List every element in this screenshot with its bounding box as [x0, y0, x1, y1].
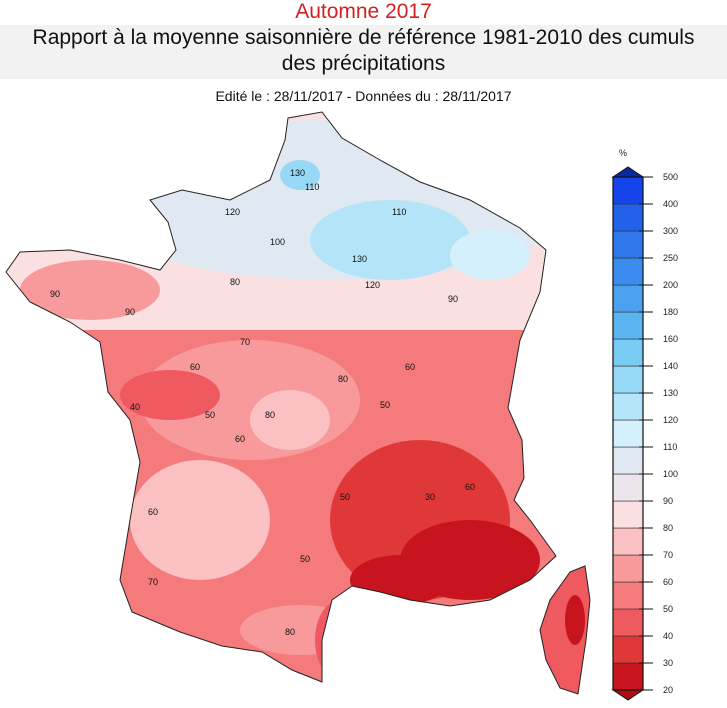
edit-date-line: Edité le : 28/11/2017 - Données du : 28/… [215, 88, 512, 104]
contour-label: 120 [365, 280, 380, 290]
contour-label: 100 [270, 237, 285, 247]
legend-tick-label: 160 [663, 334, 678, 344]
legend-band [612, 608, 644, 637]
legend-band [612, 527, 644, 556]
contour-label: 80 [265, 410, 275, 420]
legend-frame [612, 176, 644, 691]
legend-tick-label: 200 [663, 280, 678, 290]
legend-tick-label: 30 [663, 658, 673, 668]
contour-label: 60 [405, 362, 415, 372]
contour-label: 40 [130, 402, 140, 412]
legend-band [612, 635, 644, 664]
legend-tick-label: 180 [663, 307, 678, 317]
legend-band [612, 338, 644, 367]
contour-label: 130 [290, 168, 305, 178]
contour-label: 80 [285, 627, 295, 637]
legend-band [612, 311, 644, 340]
legend-tick-label: 100 [663, 469, 678, 479]
contour-label: 70 [148, 577, 158, 587]
legend-unit: % [619, 148, 627, 158]
legend-band [612, 365, 644, 394]
legend-band [612, 392, 644, 421]
legend-band [612, 554, 644, 583]
legend-tick-label: 130 [663, 388, 678, 398]
legend-arrow-low [611, 689, 645, 701]
legend-tick-label: 90 [663, 496, 673, 506]
legend-tick-label: 50 [663, 604, 673, 614]
legend-tick-label: 110 [663, 442, 677, 452]
legend-band [612, 581, 644, 610]
contour-label: 70 [240, 337, 250, 347]
legend-band [612, 284, 644, 313]
contour-labels: 130 110 120 100 130 120 110 90 80 90 90 … [50, 168, 475, 637]
contour-label: 90 [448, 294, 458, 304]
legend-tick-label: 70 [663, 550, 673, 560]
contour-label: 90 [50, 289, 60, 299]
contour-label: 60 [148, 507, 158, 517]
contour-label: 120 [225, 207, 240, 217]
contour-label: 80 [230, 277, 240, 287]
legend-band [612, 257, 644, 286]
contour-label: 130 [352, 254, 367, 264]
legend-tick-label: 60 [663, 577, 673, 587]
legend-tick-label: 20 [663, 685, 673, 695]
subtitle-line-2: des précipitations [281, 52, 446, 75]
map-title: Automne 2017 [295, 0, 432, 23]
contour-label: 80 [338, 374, 348, 384]
subtitle-line-1: Rapport à la moyenne saisonnière de réfé… [32, 26, 695, 49]
legend-arrow-high [611, 166, 645, 178]
legend-tick-label: 140 [663, 361, 678, 371]
legend-tick-label: 80 [663, 523, 673, 533]
legend-band [612, 176, 644, 205]
contour-label: 110 [305, 182, 319, 192]
contour-label: 60 [190, 362, 200, 372]
contour-label: 110 [392, 207, 406, 217]
legend-tick-label: 40 [663, 631, 673, 641]
legend-band [612, 419, 644, 448]
legend-tick-label: 400 [663, 199, 678, 209]
france-fill [6, 112, 556, 682]
legend-tick-label: 250 [663, 253, 678, 263]
legend-tick-label: 120 [663, 415, 678, 425]
color-legend: % 20 30 40 50 60 70 80 90 100 110 120 130 140 160 180 2… [611, 148, 678, 701]
contour-label: 90 [125, 307, 135, 317]
contour-label: 50 [205, 410, 215, 420]
legend-band [612, 230, 644, 259]
legend-band [612, 500, 644, 529]
contour-label: 30 [425, 492, 435, 502]
legend-tick-label: 300 [663, 226, 678, 236]
map-subtitle: Rapport à la moyenne saisonnière de réfé… [0, 25, 727, 79]
contour-label: 60 [235, 434, 245, 444]
legend-band [612, 473, 644, 502]
legend-band [612, 662, 644, 691]
legend-band [612, 446, 644, 475]
contour-label: 50 [340, 492, 350, 502]
legend-band [612, 203, 644, 232]
contour-label: 50 [300, 554, 310, 564]
contour-label: 60 [465, 482, 475, 492]
legend-tick-label: 500 [663, 172, 678, 182]
contour-label: 50 [380, 400, 390, 410]
